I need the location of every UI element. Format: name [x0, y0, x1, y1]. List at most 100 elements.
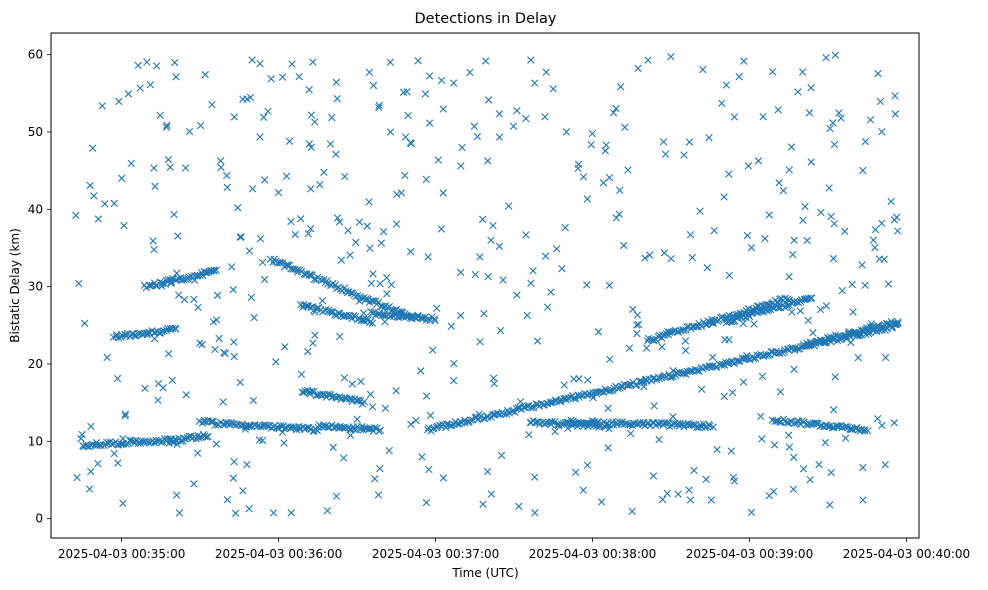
- track-point: [859, 326, 868, 334]
- track-point: [667, 328, 676, 336]
- detection-point: [543, 303, 552, 311]
- y-tick-label: 10: [28, 434, 43, 448]
- detection-point: [258, 258, 267, 267]
- detection-point: [77, 434, 85, 443]
- track-point: [575, 420, 583, 428]
- detection-point: [81, 319, 89, 327]
- x-tick-label: 2025-04-03 00:38:00: [529, 547, 656, 561]
- detection-point: [121, 412, 129, 420]
- detection-point: [449, 377, 458, 385]
- detection-point: [830, 219, 838, 228]
- detection-point: [248, 56, 256, 64]
- track-point: [437, 422, 446, 431]
- detection-point: [450, 359, 458, 368]
- detection-point: [174, 232, 182, 240]
- detection-point: [709, 319, 717, 328]
- track-point: [141, 438, 149, 446]
- detection-point: [256, 133, 264, 141]
- detection-point: [87, 422, 95, 431]
- detection-point: [765, 492, 773, 500]
- detection-point: [601, 147, 609, 155]
- detection-point: [335, 218, 344, 226]
- detection-point: [316, 180, 324, 189]
- detection-point: [333, 94, 341, 103]
- track-point: [864, 427, 872, 435]
- detection-point: [499, 276, 507, 284]
- detection-point: [447, 322, 455, 330]
- detection-point: [297, 215, 305, 223]
- detection-point: [304, 347, 312, 356]
- detection-point: [376, 280, 384, 288]
- track-point: [209, 417, 218, 426]
- detection-point: [229, 285, 237, 294]
- x-tick-label: 2025-04-03 00:37:00: [372, 547, 499, 561]
- detection-point: [796, 307, 805, 315]
- detection-point: [509, 122, 518, 131]
- detection-point: [558, 264, 566, 273]
- track-point: [527, 404, 535, 412]
- detection-point: [629, 305, 637, 314]
- detection-point: [113, 374, 122, 383]
- detection-point: [414, 57, 422, 65]
- detection-point: [893, 227, 902, 235]
- detection-point: [318, 297, 327, 305]
- detection-point: [747, 243, 756, 252]
- detection-point: [807, 158, 815, 166]
- track-point: [706, 362, 714, 370]
- detection-point: [213, 291, 222, 300]
- detection-point: [785, 166, 793, 174]
- detection-point: [878, 128, 886, 136]
- track-point: [889, 319, 897, 328]
- y-tick-label: 30: [28, 280, 43, 294]
- detection-point: [522, 231, 530, 239]
- detection-point: [250, 313, 258, 322]
- x-tick-label: 2025-04-03 00:40:00: [843, 547, 970, 561]
- detection-point: [287, 217, 295, 226]
- detection-point: [785, 431, 793, 439]
- detection-point: [355, 218, 364, 226]
- detection-point: [476, 338, 484, 346]
- track-point: [321, 306, 330, 314]
- detection-point: [854, 353, 862, 362]
- detection-point: [309, 58, 317, 66]
- detection-point: [399, 88, 408, 97]
- detection-point: [583, 281, 591, 289]
- detection-point: [497, 451, 506, 460]
- track-point: [461, 416, 469, 424]
- detection-point: [633, 311, 642, 319]
- detection-point: [407, 139, 416, 148]
- detection-point: [891, 110, 900, 118]
- track-point: [256, 422, 265, 431]
- detection-point: [873, 414, 882, 423]
- detection-point: [247, 293, 255, 302]
- track-point: [212, 266, 221, 274]
- detection-point: [369, 270, 377, 278]
- detection-point: [642, 344, 651, 352]
- y-axis: 0 10 20 30 40 50 60: [28, 48, 51, 526]
- track-point: [883, 319, 892, 328]
- detection-point: [739, 319, 747, 328]
- detection-point: [495, 110, 504, 118]
- detection-point: [433, 304, 441, 312]
- detection-point: [171, 58, 179, 67]
- detection-point: [434, 156, 443, 164]
- track-point: [894, 318, 902, 326]
- detection-point: [194, 303, 202, 312]
- track-point: [442, 420, 451, 428]
- detection-point: [890, 216, 899, 224]
- detection-point: [311, 331, 319, 339]
- detection-point: [215, 334, 223, 343]
- detection-point: [841, 434, 850, 442]
- detection-point: [522, 114, 530, 123]
- detection-point: [641, 254, 649, 262]
- detection-point: [201, 70, 209, 79]
- detection-point: [756, 412, 765, 421]
- detection-point: [633, 329, 641, 338]
- chart-title: Detections in Delay: [414, 11, 556, 27]
- detection-point: [829, 119, 837, 127]
- detection-point: [457, 162, 465, 170]
- detection-point: [859, 496, 867, 504]
- detection-point: [759, 112, 767, 121]
- detection-point: [379, 227, 388, 236]
- detection-point: [154, 396, 162, 404]
